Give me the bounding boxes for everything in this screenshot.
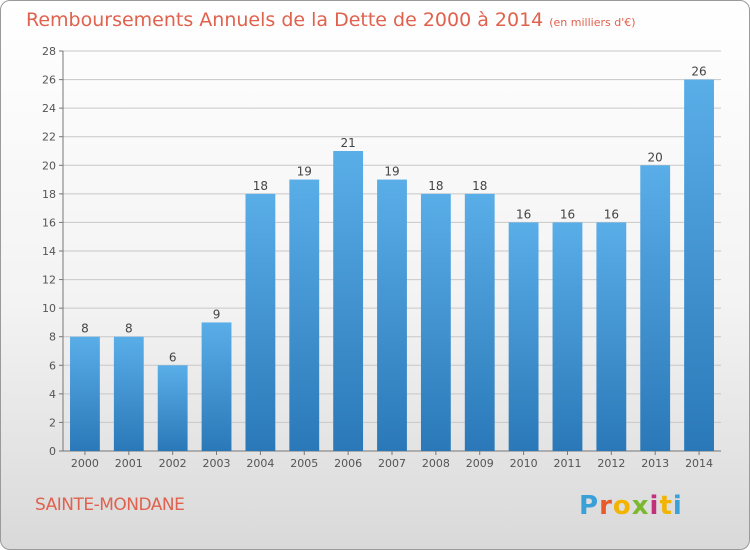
x-tick-label: 2000 xyxy=(71,457,99,470)
bar xyxy=(640,165,671,452)
y-tick-label: 16 xyxy=(42,216,56,229)
city-name: SAINTE-MONDANE xyxy=(35,495,185,515)
data-label: 16 xyxy=(516,207,531,221)
y-tick-label: 20 xyxy=(42,159,56,172)
data-label: 6 xyxy=(169,350,177,364)
y-tick-label: 18 xyxy=(42,188,56,201)
data-label: 8 xyxy=(125,322,133,336)
bar xyxy=(113,336,144,451)
bar xyxy=(464,193,495,451)
chart-title-unit: (en milliers d'€) xyxy=(549,16,636,29)
bar xyxy=(508,222,539,451)
bar xyxy=(596,222,627,451)
bar xyxy=(289,179,320,452)
x-tick-label: 2003 xyxy=(203,457,231,470)
bars xyxy=(70,79,714,452)
bar xyxy=(201,322,232,451)
x-tick-label: 2002 xyxy=(159,457,187,470)
y-tick-label: 6 xyxy=(49,359,56,372)
y-tick-label: 28 xyxy=(42,45,56,58)
y-tick-label: 14 xyxy=(42,245,56,258)
y-tick-label: 10 xyxy=(42,302,56,315)
x-tick-label: 2004 xyxy=(246,457,274,470)
chart-title-main: Remboursements Annuels de la Dette de 20… xyxy=(26,9,544,31)
data-label: 19 xyxy=(384,165,399,179)
x-tick-label: 2009 xyxy=(466,457,494,470)
data-labels: 8 8 6 9 18 19 21 19 18 18 16 16 16 20 26 xyxy=(81,65,707,365)
bar xyxy=(333,151,364,451)
data-label: 19 xyxy=(297,165,312,179)
x-tick-label: 2001 xyxy=(115,457,143,470)
x-tick-label: 2014 xyxy=(685,457,713,470)
y-tick-label: 24 xyxy=(42,102,56,115)
data-label: 9 xyxy=(213,307,221,321)
y-tick-label: 0 xyxy=(49,445,56,458)
bar xyxy=(684,79,714,452)
y-tick-label: 12 xyxy=(42,274,56,287)
x-tick-label: 2010 xyxy=(510,457,538,470)
x-tick-label: 2005 xyxy=(290,457,318,470)
x-tick-label: 2006 xyxy=(334,457,362,470)
x-tick-label: 2008 xyxy=(422,457,450,470)
bar xyxy=(157,365,188,451)
x-tick-label: 2011 xyxy=(553,457,581,470)
x-tick-label: 2013 xyxy=(641,457,669,470)
y-tick-label: 2 xyxy=(49,416,56,429)
y-tick-label: 22 xyxy=(42,131,56,144)
y-tick-label: 26 xyxy=(42,74,56,87)
x-tick-label: 2007 xyxy=(378,457,406,470)
y-tick-label: 8 xyxy=(49,331,56,344)
x-tick-label: 2012 xyxy=(597,457,625,470)
bar xyxy=(420,193,451,451)
data-label: 18 xyxy=(428,179,443,193)
bar xyxy=(70,336,100,451)
data-label: 16 xyxy=(604,207,619,221)
data-label: 26 xyxy=(691,65,706,79)
bar xyxy=(377,179,407,452)
data-label: 20 xyxy=(648,150,663,164)
data-label: 21 xyxy=(340,136,355,150)
data-label: 18 xyxy=(472,179,487,193)
data-label: 18 xyxy=(253,179,268,193)
y-tick-label: 4 xyxy=(49,388,56,401)
data-label: 16 xyxy=(560,207,575,221)
bar xyxy=(245,193,276,451)
proxiti-logo: Proxiti xyxy=(579,491,683,521)
data-label: 8 xyxy=(81,322,89,336)
chart-title: Remboursements Annuels de la Dette de 20… xyxy=(26,9,636,31)
bar xyxy=(552,222,583,451)
